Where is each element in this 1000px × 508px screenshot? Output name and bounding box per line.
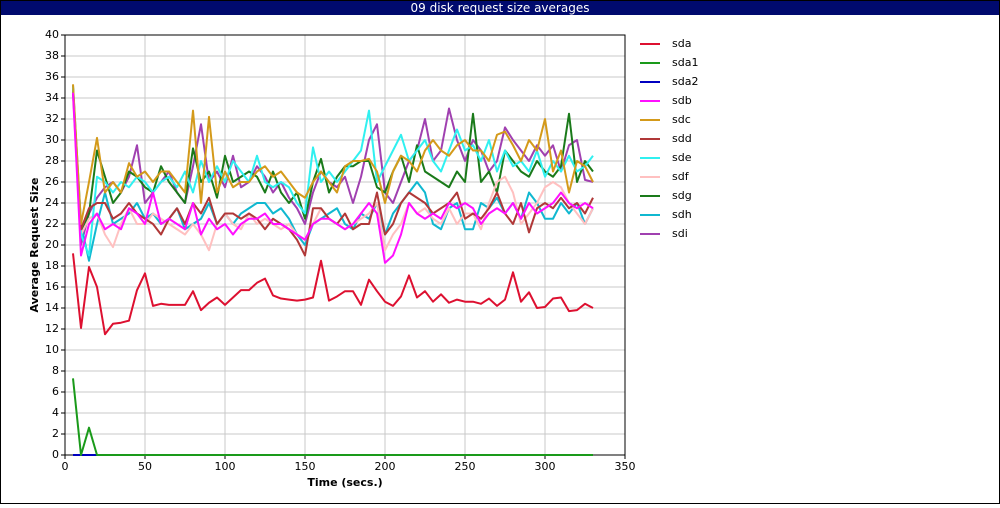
- series-line: [72, 84, 594, 225]
- y-tick-label: 0: [52, 448, 59, 461]
- y-tick-label: 6: [52, 385, 59, 398]
- legend-label: sda: [672, 37, 691, 50]
- y-tick-label: 22: [45, 217, 59, 230]
- x-tick-label: 250: [455, 460, 476, 473]
- legend-label: sde: [672, 151, 692, 164]
- series-line: [72, 378, 593, 456]
- x-tick-label: 100: [215, 460, 236, 473]
- x-axis-label: Time (secs.): [307, 476, 382, 489]
- y-tick-label: 38: [45, 49, 59, 62]
- y-tick-label: 12: [45, 322, 59, 335]
- y-tick-label: 20: [45, 238, 59, 251]
- x-tick-label: 350: [615, 460, 636, 473]
- legend-label: sda2: [672, 75, 698, 88]
- y-tick-label: 16: [45, 280, 59, 293]
- y-tick-label: 40: [45, 28, 59, 41]
- legend-label: sda1: [672, 56, 698, 69]
- series-line: [72, 92, 594, 264]
- y-tick-label: 32: [45, 112, 59, 125]
- legend-label: sdf: [672, 170, 690, 183]
- y-tick-label: 30: [45, 133, 59, 146]
- y-tick-label: 10: [45, 343, 59, 356]
- y-tick-label: 4: [52, 406, 59, 419]
- y-axis-label: Average Request Size: [28, 177, 41, 312]
- y-tick-label: 2: [52, 427, 59, 440]
- chart-title: 09 disk request size averages: [411, 1, 590, 15]
- series-line: [72, 253, 594, 336]
- y-tick-label: 28: [45, 154, 59, 167]
- x-tick-label: 50: [138, 460, 152, 473]
- x-tick-label: 150: [295, 460, 316, 473]
- legend-label: sdc: [672, 113, 691, 126]
- y-tick-label: 24: [45, 196, 59, 209]
- legend-label: sdd: [672, 132, 692, 145]
- y-tick-label: 36: [45, 70, 59, 83]
- y-tick-label: 18: [45, 259, 59, 272]
- y-tick-label: 34: [45, 91, 59, 104]
- y-tick-label: 8: [52, 364, 59, 377]
- y-tick-label: 14: [45, 301, 59, 314]
- x-tick-label: 300: [535, 460, 556, 473]
- title-bar: [1, 1, 999, 15]
- series-line: [72, 87, 594, 257]
- legend-label: sdh: [672, 208, 692, 221]
- legend-label: sdb: [672, 94, 692, 107]
- y-tick-label: 26: [45, 175, 59, 188]
- x-tick-label: 200: [375, 460, 396, 473]
- legend-label: sdi: [672, 227, 688, 240]
- x-tick-label: 0: [62, 460, 69, 473]
- legend-label: sdg: [672, 189, 692, 202]
